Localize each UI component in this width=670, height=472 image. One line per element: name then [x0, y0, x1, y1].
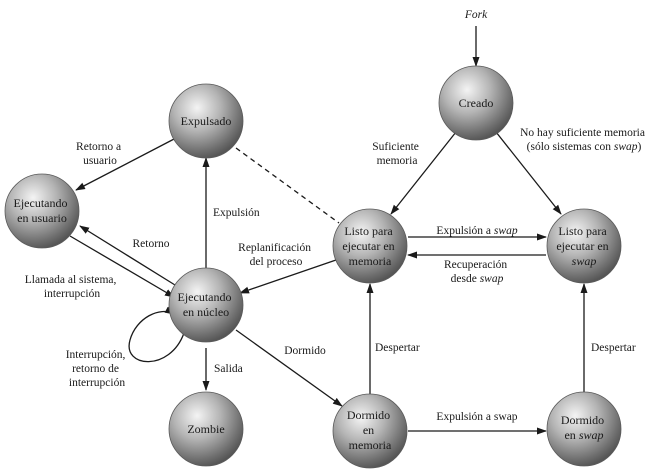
node-dormido-memoria-line-3: memoria — [349, 438, 392, 452]
label-retorno: Retorno — [132, 238, 169, 250]
label-despertar-swap: Despertar — [591, 342, 636, 354]
node-listo-swap-line-2: ejecutar en — [556, 239, 608, 253]
edge-expulsado-to-listo-memoria-dashed — [235, 147, 340, 224]
label-interrupcion-retorno-3: interrupción — [69, 377, 125, 389]
node-zombie: Zombie — [168, 391, 244, 467]
svg-text:Retorno: Retorno — [132, 238, 169, 250]
label-despertar-memoria: Despertar — [375, 342, 420, 354]
node-ejecutando-usuario-line-2: en usuario — [17, 211, 67, 225]
label-recuperacion-2: desde swap — [451, 273, 504, 285]
node-dormido-swap-line-1: Dormido — [561, 413, 604, 427]
label-llamada-sistema-2: interrupción — [44, 288, 100, 300]
nodes: Creado Expulsado Ejecutando en usuario L… — [4, 65, 622, 469]
node-dormido-memoria-line-2: en — [363, 423, 374, 437]
svg-text:Listo para ejecutar en: Listo para ejecutar en swap — [556, 224, 611, 268]
node-zombie-line-1: Zombie — [187, 422, 224, 436]
node-ejecutando-usuario: Ejecutando en usuario — [4, 173, 80, 249]
node-creado-line-1: Creado — [459, 96, 494, 110]
node-ejecutando-nucleo-line-2: en núcleo — [183, 305, 229, 319]
svg-text:Despertar: Despertar — [375, 342, 420, 354]
node-dormido-swap-line-2: en swap — [564, 428, 603, 442]
node-listo-swap: Listo para ejecutar en swap — [546, 208, 622, 284]
node-listo-swap-line-3: swap — [572, 254, 597, 268]
edge-listo-memoria-to-nucleo — [239, 259, 337, 294]
label-retorno-a-usuario-1: Retorno a — [76, 141, 121, 153]
svg-text:Dormido: Dormido — [284, 345, 326, 357]
edges — [69, 26, 588, 435]
node-expulsado: Expulsado — [168, 83, 244, 159]
node-expulsado-line-1: Expulsado — [181, 114, 232, 128]
svg-text:Expulsión a swap: Expulsión a swap — [436, 225, 517, 237]
node-listo-swap-line-1: Listo para — [558, 224, 607, 238]
label-llamada-sistema-1: Llamada al sistema, — [25, 274, 117, 286]
edge-creado-to-listo-swap — [495, 131, 562, 215]
label-expulsion-a-swap-bottom: Expulsión a swap — [436, 411, 517, 423]
edge-creado-to-listo-memoria — [390, 131, 457, 215]
node-listo-memoria-line-3: memoria — [349, 254, 392, 268]
svg-text:Salida: Salida — [214, 363, 243, 375]
label-suficiente-memoria-1: Suficiente — [372, 141, 419, 153]
svg-text:Ejecutando en núcleo: Ejecutando en núcleo — [178, 290, 235, 319]
svg-text:Dormido en swap: Dormido en swap — [561, 413, 607, 442]
label-no-hay-memoria-2: (sólo sistemas con swap) — [527, 141, 642, 153]
label-salida: Salida — [214, 363, 243, 375]
svg-text:Llamada al sistema, inte: Llamada al sistema, interrupción — [25, 274, 120, 300]
node-ejecutando-nucleo-line-1: Ejecutando — [178, 290, 232, 304]
svg-text:Listo para ejecutar en: Listo para ejecutar en memoria — [342, 224, 397, 268]
label-interrupcion-retorno-1: Interrupción, — [66, 349, 126, 361]
edge-expulsado-to-ejecutando-usuario — [75, 137, 177, 191]
fork-label: Fork — [464, 9, 488, 21]
node-listo-memoria-line-2: ejecutar en — [342, 239, 394, 253]
svg-text:Zombie: Zombie — [187, 422, 224, 436]
svg-text:Ejecutando en usuario: Ejecutando en usuario — [14, 196, 71, 225]
label-expulsion-a-swap-top: Expulsión a swap — [436, 225, 517, 237]
svg-text:Despertar: Despertar — [591, 342, 636, 354]
edge-nucleo-to-dormido-memoria — [235, 329, 343, 407]
label-no-hay-memoria-1: No hay suficiente memoria — [520, 127, 645, 139]
node-ejecutando-usuario-line-1: Ejecutando — [14, 196, 68, 210]
svg-text:Expulsión: Expulsión — [213, 207, 260, 219]
svg-text:Fork: Fork — [464, 9, 488, 21]
node-listo-memoria-line-1: Listo para — [344, 224, 393, 238]
label-retorno-a-usuario-2: usuario — [83, 155, 117, 167]
svg-text:Dormido en mem: Dormido en memoria — [347, 408, 393, 452]
svg-text:Expulsado: Expulsado — [181, 114, 232, 128]
svg-text:Interrupción, retorno de: Interrupción, retorno de interrupción — [66, 349, 129, 389]
label-suficiente-memoria-2: memoria — [377, 155, 418, 167]
edge-nucleo-self-loop — [128, 306, 185, 363]
label-dormido: Dormido — [284, 345, 326, 357]
svg-text:Replanificación del proc: Replanificación del proceso — [238, 242, 314, 268]
edge-ejecutando-usuario-to-nucleo — [69, 235, 175, 298]
node-dormido-swap: Dormido en swap — [546, 391, 622, 467]
svg-text:Suficiente memoria: Suficiente memoria — [372, 141, 422, 167]
label-interrupcion-retorno-2: retorno de — [72, 363, 119, 375]
svg-text:No hay suficiente memoria: No hay suficiente memoria (sólo sistemas… — [520, 127, 648, 153]
node-creado: Creado — [438, 65, 514, 141]
svg-text:Expulsión a swap: Expulsión a swap — [436, 411, 517, 423]
svg-text:Recuperación desde swap: Recuperación desde swap — [444, 259, 510, 285]
svg-text:Creado: Creado — [459, 96, 494, 110]
node-dormido-memoria: Dormido en memoria — [332, 393, 408, 469]
label-replanificacion-1: Replanificación — [238, 242, 311, 254]
edge-nucleo-to-ejecutando-usuario — [79, 225, 176, 286]
label-expulsion: Expulsión — [213, 207, 260, 219]
node-ejecutando-nucleo: Ejecutando en núcleo — [168, 267, 244, 343]
node-dormido-memoria-line-1: Dormido — [347, 408, 390, 422]
svg-text:Retorno a usuario: Retorno a usuario — [76, 141, 124, 167]
label-recuperacion-1: Recuperación — [444, 259, 507, 271]
label-replanificacion-2: del proceso — [250, 256, 303, 268]
node-listo-memoria: Listo para ejecutar en memoria — [332, 208, 408, 284]
edge-labels: Fork Retorno a usuario Suficiente memori… — [25, 9, 648, 423]
